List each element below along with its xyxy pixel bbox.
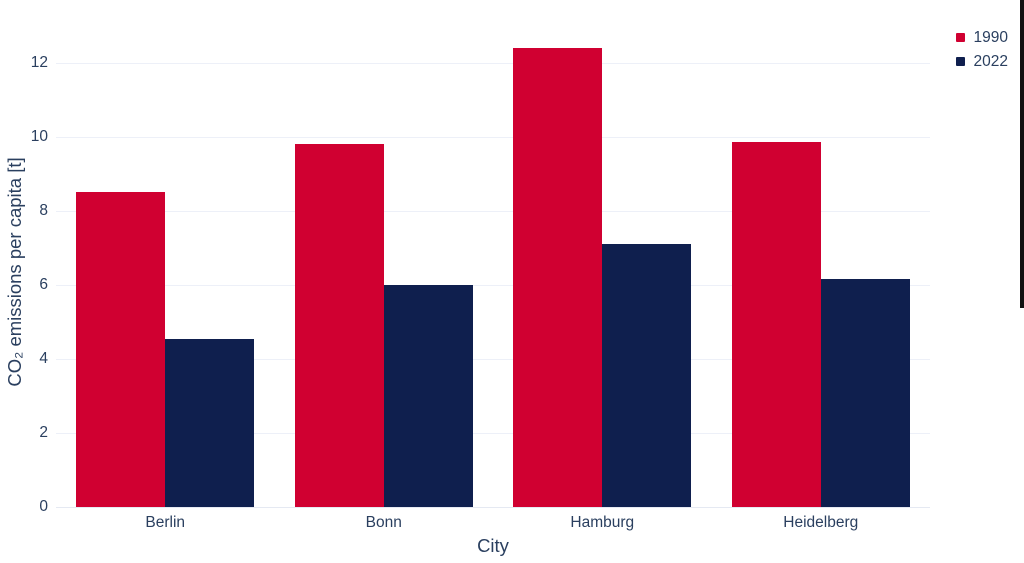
- bar-2022-bonn[interactable]: [383, 284, 473, 507]
- category-group-bonn: [275, 20, 494, 507]
- category-group-hamburg: [493, 20, 712, 507]
- legend-label: 1990: [973, 29, 1008, 46]
- gridline: [56, 62, 930, 64]
- y-tick-label: 4: [39, 349, 48, 367]
- gridline: [56, 358, 930, 360]
- category-group-berlin: [56, 20, 275, 507]
- x-tick-label-berlin: Berlin: [145, 514, 186, 531]
- bar-2022-berlin[interactable]: [165, 338, 255, 507]
- bar-1990-berlin[interactable]: [76, 192, 166, 507]
- x-tick-label-bonn: Bonn: [365, 514, 402, 531]
- category-group-heidelberg: [712, 20, 931, 507]
- x-tick-label-hamburg: Hamburg: [570, 514, 635, 531]
- gridline: [56, 432, 930, 434]
- plot-area: [56, 20, 931, 508]
- x-tick-label-heidelberg: Heidelberg: [783, 514, 859, 531]
- bar-2022-hamburg[interactable]: [602, 244, 692, 507]
- zero-gridline: [56, 507, 930, 508]
- y-tick-label: 2: [39, 423, 48, 441]
- right-edge-border: [1020, 0, 1024, 308]
- legend-swatch-1990: [955, 33, 965, 42]
- legend-item-1990[interactable]: 1990: [955, 28, 1008, 47]
- bar-1990-hamburg[interactable]: [513, 47, 603, 507]
- legend-swatch-2022: [955, 57, 965, 66]
- legend: 1990 2022: [955, 28, 1008, 71]
- y-tick-label: 6: [39, 275, 48, 293]
- gridline: [56, 284, 930, 286]
- bar-2022-heidelberg[interactable]: [820, 279, 910, 507]
- x-axis-title: City: [477, 535, 509, 556]
- y-tick-label: 12: [30, 53, 48, 71]
- bar-1990-bonn[interactable]: [294, 144, 384, 507]
- gridline: [56, 136, 930, 138]
- gridline: [56, 210, 930, 212]
- y-tick-label: 10: [30, 127, 48, 145]
- bar-1990-heidelberg[interactable]: [731, 142, 821, 507]
- y-tick-label: 8: [39, 201, 48, 219]
- legend-label: 2022: [973, 53, 1008, 70]
- y-tick-label: 0: [39, 498, 48, 515]
- legend-item-2022[interactable]: 2022: [955, 52, 1008, 71]
